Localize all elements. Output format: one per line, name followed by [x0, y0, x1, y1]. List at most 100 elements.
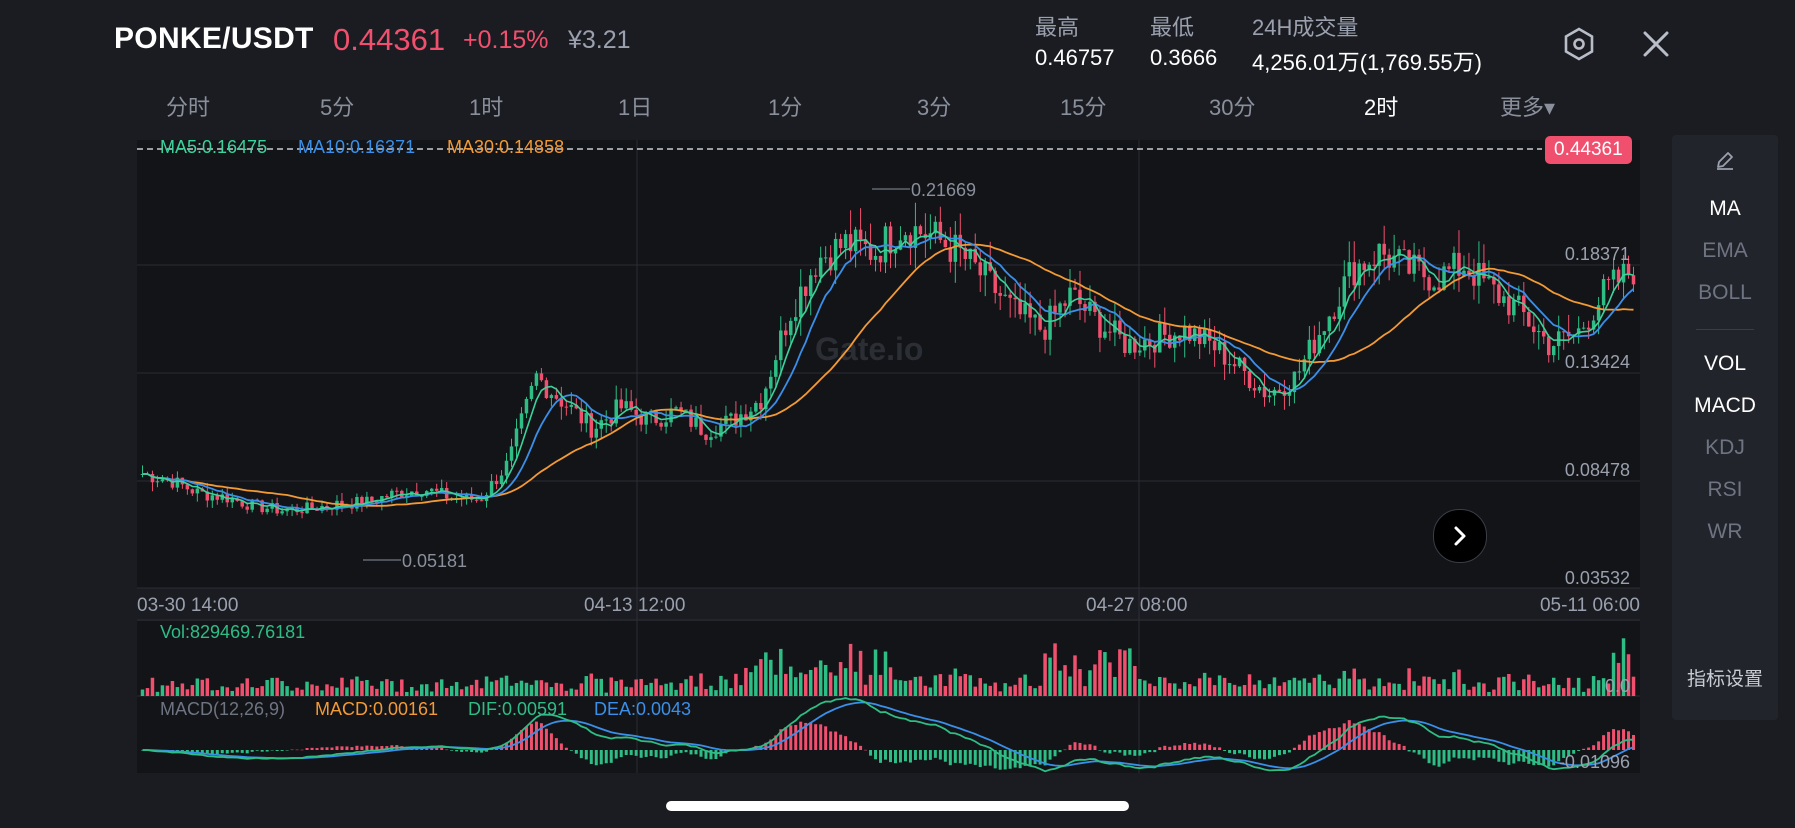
volume-bar	[320, 690, 324, 696]
macd-bar	[1372, 732, 1376, 750]
volume-bar	[1237, 686, 1242, 696]
macd-bar	[1058, 750, 1062, 753]
tab-5m[interactable]: 5分	[320, 95, 355, 120]
close-icon[interactable]	[1636, 24, 1676, 64]
macd-bar	[1078, 742, 1082, 750]
volume-bar	[1312, 677, 1317, 696]
candle-body	[240, 500, 244, 507]
indicator-macd[interactable]: MACD	[1694, 394, 1756, 417]
macd-bar	[973, 750, 977, 765]
volume-bar	[180, 683, 185, 696]
candle-body	[1058, 303, 1062, 313]
volume-bar	[375, 688, 379, 696]
macd-bar	[544, 728, 548, 750]
macd-bar	[1507, 750, 1511, 765]
volume-bar	[1133, 665, 1137, 696]
volume-bar	[1387, 682, 1391, 696]
tab-1m[interactable]: 1分	[768, 95, 803, 120]
volume-bar	[649, 682, 653, 696]
tab-timeline[interactable]: 分时	[166, 95, 211, 120]
macd-bar	[1063, 749, 1067, 751]
candle-body	[1327, 316, 1332, 332]
candle-body	[1591, 320, 1596, 330]
tab-2h[interactable]: 2时	[1364, 95, 1399, 120]
volume-bar	[1172, 683, 1177, 696]
candle-body	[524, 398, 529, 414]
hexagon-settings-icon[interactable]	[1559, 24, 1599, 64]
candle-body	[808, 275, 813, 296]
macd-bar	[819, 724, 823, 750]
tab-3m[interactable]: 3分	[917, 95, 952, 120]
volume-bar	[405, 691, 409, 696]
candle-body	[1093, 301, 1097, 313]
macd-bar	[360, 746, 364, 750]
volume-bar	[424, 684, 429, 696]
volume-bar	[774, 674, 778, 696]
indicator-rsi[interactable]: RSI	[1707, 478, 1743, 501]
volume-bar	[1532, 680, 1536, 696]
scroll-latest-button[interactable]	[1433, 509, 1487, 563]
candle-body	[948, 247, 953, 262]
indicator-kdj[interactable]: KDJ	[1705, 436, 1745, 459]
macd-bar	[789, 725, 793, 750]
main-pane	[137, 140, 1640, 588]
macd-bar	[1402, 745, 1406, 750]
candle-body	[1063, 303, 1067, 306]
macd-bar	[884, 750, 888, 760]
indicator-settings[interactable]: 指标设置	[1686, 669, 1763, 690]
volume-bar	[1542, 685, 1546, 696]
macd-bar	[1532, 750, 1536, 766]
candle-body	[305, 502, 309, 514]
volume-bar	[1078, 669, 1082, 696]
macd-bar	[1018, 750, 1022, 769]
tab-30m[interactable]: 30分	[1209, 95, 1256, 120]
tab-1h[interactable]: 1时	[469, 95, 504, 120]
macd-bar	[1447, 750, 1451, 762]
volume-bar	[1307, 682, 1312, 696]
candle-body	[434, 488, 439, 491]
volume-bar	[1502, 676, 1506, 696]
indicator-wr[interactable]: WR	[1707, 520, 1743, 543]
candle-body	[898, 240, 903, 250]
last-price: 0.44361	[333, 22, 446, 57]
volume-bar	[684, 679, 688, 696]
volume-bar	[395, 691, 399, 696]
indicator-ma[interactable]: MA	[1709, 197, 1741, 220]
volume-bar	[524, 682, 529, 696]
indicator-boll[interactable]: BOLL	[1698, 281, 1752, 304]
volume-bar	[923, 685, 928, 696]
volume-bar	[579, 683, 584, 696]
volume-bar	[285, 686, 289, 696]
candle-body	[529, 385, 534, 399]
indicator-ema[interactable]: EMA	[1702, 239, 1748, 262]
tab-more[interactable]: 更多▾	[1500, 95, 1556, 120]
volume-bar	[1556, 684, 1561, 696]
volume-bar	[1517, 690, 1521, 696]
volume-bar	[1083, 686, 1087, 696]
volume-bar	[779, 648, 783, 696]
tab-1d[interactable]: 1日	[618, 95, 653, 120]
volume-bar	[1546, 684, 1551, 696]
macd-bar	[280, 750, 284, 751]
volume-bar	[1008, 686, 1012, 696]
indicator-vol[interactable]: VOL	[1703, 352, 1747, 375]
volume-bar	[729, 688, 733, 696]
candle-body	[1507, 296, 1511, 316]
candle-body	[1457, 252, 1461, 276]
macd-bar	[978, 750, 982, 768]
macd-bar	[1597, 741, 1601, 750]
candle-body	[365, 496, 369, 506]
macd-bar	[619, 750, 623, 758]
pencil-icon[interactable]	[1672, 149, 1778, 177]
candle-body	[993, 270, 997, 293]
volume-bar	[1282, 682, 1287, 696]
time-axis: 03-30 14:00 04-13 12:00 04-27 08:00 05-1…	[137, 595, 1640, 616]
volume-bar	[1103, 652, 1107, 696]
candle-body	[1008, 294, 1012, 298]
volume-bar	[744, 667, 748, 696]
candle-body	[385, 496, 389, 498]
volume-bar	[1447, 689, 1451, 696]
macd-bar	[774, 735, 778, 750]
tab-15m[interactable]: 15分	[1060, 95, 1107, 120]
